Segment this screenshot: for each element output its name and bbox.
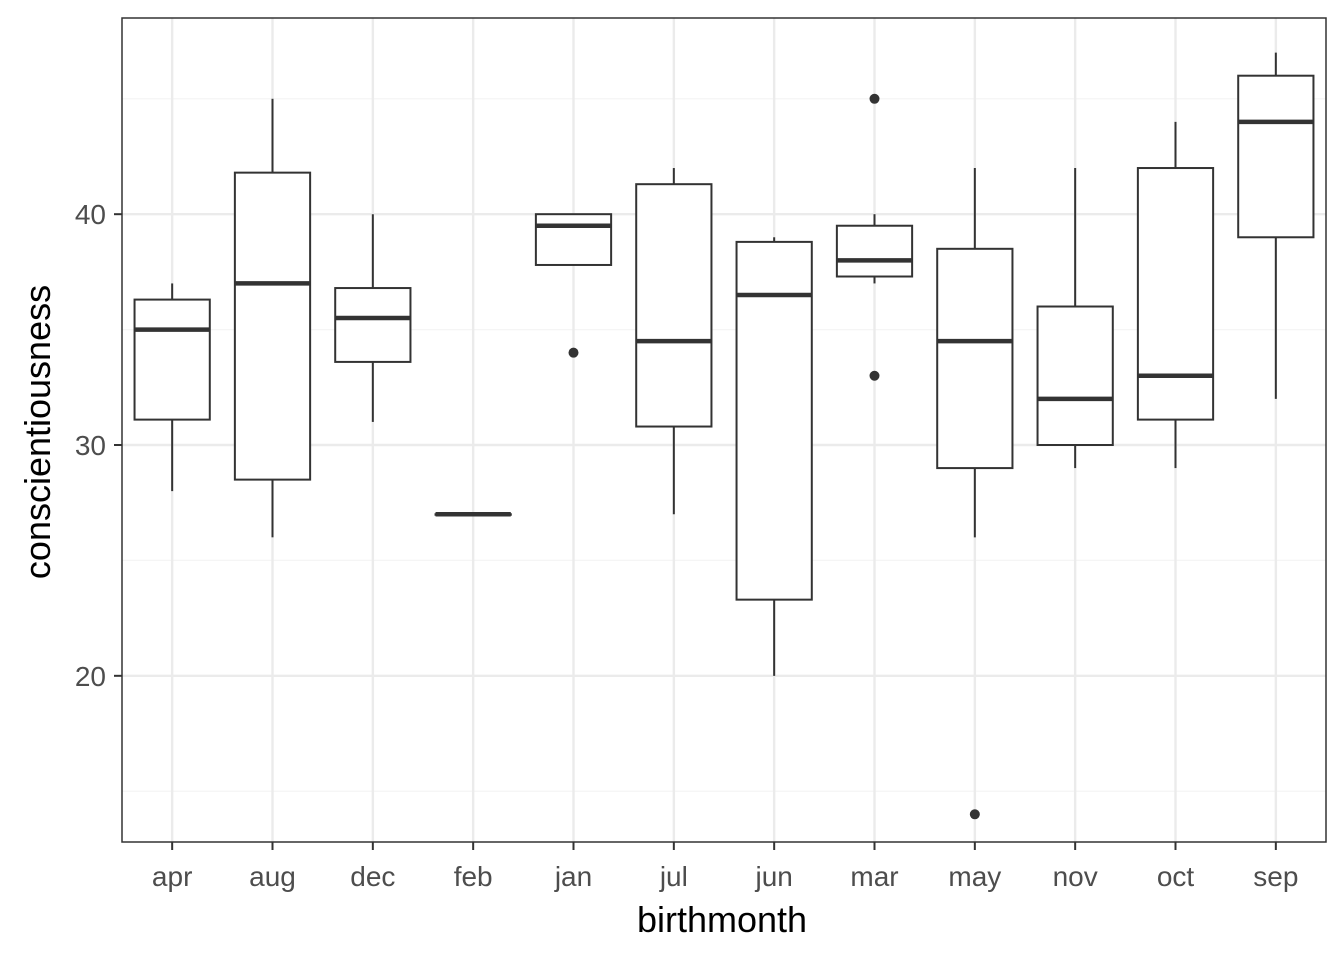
outlier-point	[970, 809, 980, 819]
x-tick-label-jan: jan	[554, 861, 592, 892]
box-body	[636, 184, 711, 426]
y-tick-label: 40	[75, 199, 106, 230]
y-axis-title: conscientiousness	[17, 285, 58, 579]
x-tick-label-apr: apr	[152, 861, 192, 892]
x-tick-label-may: may	[948, 861, 1001, 892]
x-tick-label-jul: jul	[659, 861, 688, 892]
box-oct	[1138, 122, 1213, 468]
box-body	[1238, 76, 1313, 238]
y-tick-label: 30	[75, 430, 106, 461]
box-body	[1038, 307, 1113, 445]
box-feb	[436, 514, 511, 515]
box-body	[235, 173, 310, 480]
x-tick-label-oct: oct	[1157, 861, 1195, 892]
y-tick-label: 20	[75, 661, 106, 692]
x-tick-label-dec: dec	[350, 861, 395, 892]
x-tick-label-feb: feb	[454, 861, 493, 892]
box-body	[135, 300, 210, 420]
x-axis-title: birthmonth	[637, 899, 807, 940]
x-tick-label-jun: jun	[754, 861, 792, 892]
box-body	[335, 288, 410, 362]
x-tick-label-nov: nov	[1053, 861, 1098, 892]
box-body	[837, 226, 912, 277]
outlier-point	[569, 348, 579, 358]
x-tick-label-mar: mar	[850, 861, 898, 892]
x-tick-label-aug: aug	[249, 861, 296, 892]
box-body	[1138, 168, 1213, 420]
x-tick-label-sep: sep	[1253, 861, 1298, 892]
outlier-point	[870, 371, 880, 381]
outlier-point	[870, 94, 880, 104]
box-body	[937, 249, 1012, 468]
box-body	[536, 214, 611, 265]
